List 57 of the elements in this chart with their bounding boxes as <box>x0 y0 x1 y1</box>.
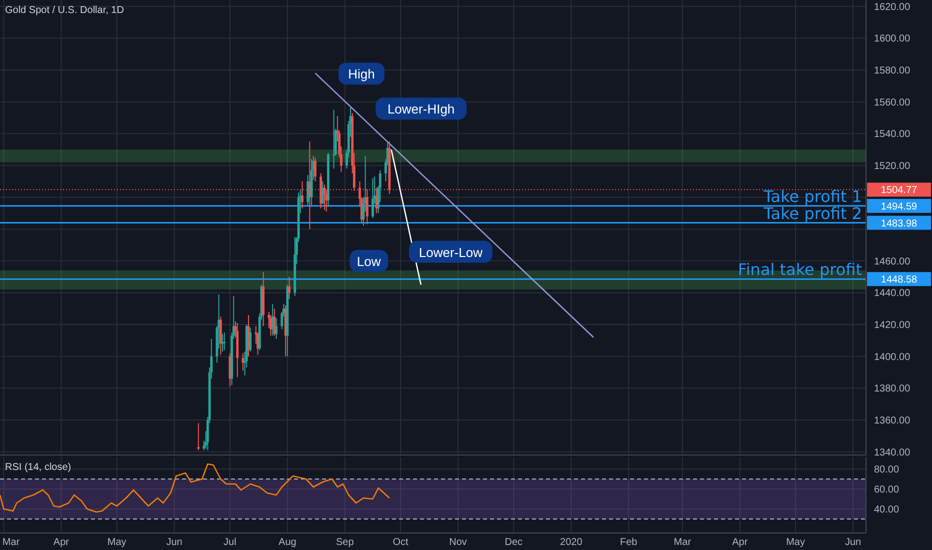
y-tick-label: 60.00 <box>874 484 900 496</box>
y-tick-label: 1460.00 <box>874 256 911 268</box>
annotation: High <box>348 66 375 82</box>
y-tick-label: 1380.00 <box>874 384 911 395</box>
text: 1494.59 <box>880 201 918 212</box>
text: RSI (14, close) <box>5 462 72 473</box>
x-tick-label: Mar <box>674 537 692 548</box>
x-tick-label: Aug <box>278 537 296 548</box>
annotation: Lower-Low <box>418 244 484 260</box>
x-tick-label: May <box>786 537 805 548</box>
x-tick-label: Jun <box>844 537 862 548</box>
y-tick-label: 1540.00 <box>874 129 911 140</box>
x-tick-label: Apr <box>53 537 70 548</box>
x-tick-label: Dec <box>504 537 523 548</box>
candlestick <box>321 180 324 204</box>
x-tick-label: Feb <box>620 537 638 548</box>
y-tick-label: 1620.00 <box>874 2 911 13</box>
x-tick-label: Jul <box>224 537 236 548</box>
text: 1504.77 <box>880 185 918 196</box>
candlestick <box>314 157 316 182</box>
candlestick <box>273 308 276 336</box>
y-tick-label: 1520.00 <box>874 160 911 172</box>
ref-line-label: Final take profit <box>738 260 862 280</box>
x-tick-label: May <box>107 537 126 548</box>
y-tick-label: 1340.00 <box>874 447 911 458</box>
candlestick <box>197 422 200 451</box>
x-tick-label: 2020 <box>560 537 583 548</box>
x-tick-label: Apr <box>732 537 748 548</box>
annotation: Low <box>356 254 382 269</box>
x-tick-label: Oct <box>392 537 409 548</box>
text: 1483.98 <box>880 218 918 230</box>
x-tick-label: Sep <box>336 537 354 548</box>
y-tick-label: 1420.00 <box>874 320 911 332</box>
y-tick-label: 1400.00 <box>874 352 911 363</box>
annotation: Lower-HIgh <box>387 102 455 117</box>
y-tick-label: 1360.00 <box>874 416 911 426</box>
line-series <box>0 463 390 513</box>
candlestick <box>242 352 244 372</box>
text: 1448.58 <box>880 274 918 286</box>
candlestick <box>372 178 374 218</box>
y-tick-label: 40.00 <box>874 504 900 516</box>
x-tick-label: Nov <box>449 537 467 548</box>
y-tick-label: 1600.00 <box>874 34 911 45</box>
y-tick-label: 1560.00 <box>874 97 911 108</box>
y-tick-label: 1440.00 <box>874 288 911 300</box>
x-tick-label: Jun <box>166 537 182 548</box>
candlestick <box>332 109 335 170</box>
candlestick <box>219 316 222 356</box>
ref-line-label: Take profit 2 <box>762 204 862 223</box>
text: Gold Spot / U.S. Dollar, 1D <box>5 5 124 16</box>
y-tick-label: 1580.00 <box>874 66 911 76</box>
candlestick <box>223 332 226 350</box>
y-tick-label: 80.00 <box>874 464 900 476</box>
x-tick-label: Mar <box>2 537 20 548</box>
ref-line-label: Take profit 1 <box>762 186 862 206</box>
candlestick <box>275 318 278 340</box>
candlestick <box>288 276 290 300</box>
